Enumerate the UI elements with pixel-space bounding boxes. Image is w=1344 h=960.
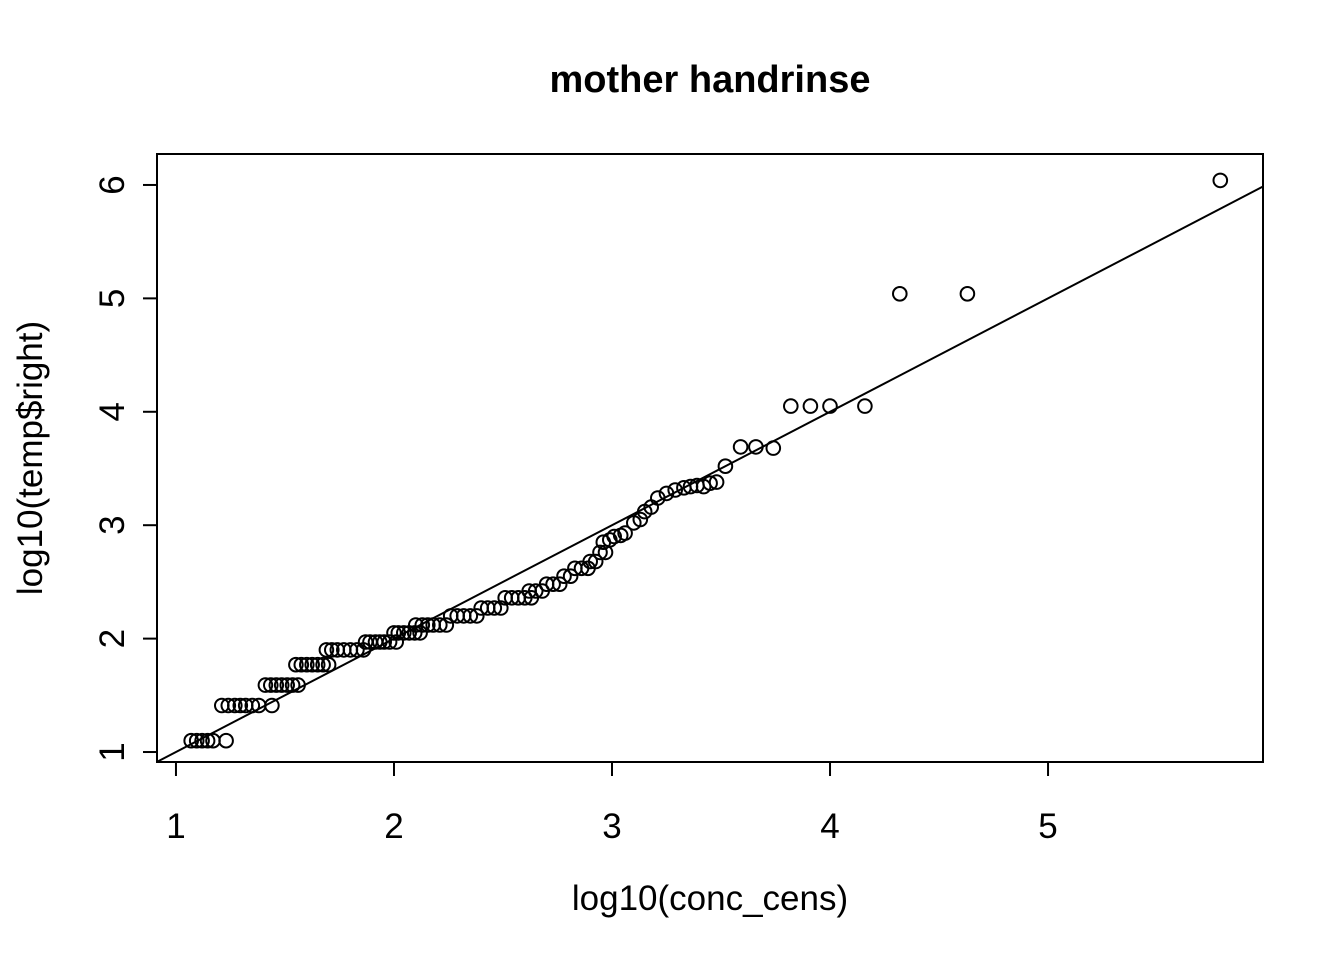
data-point <box>765 440 782 456</box>
data-point <box>388 634 405 650</box>
data-point <box>220 697 237 714</box>
data-point <box>667 482 684 498</box>
x-tick-label: 2 <box>384 807 403 846</box>
data-point <box>527 583 544 599</box>
data-point <box>469 608 485 624</box>
data-point <box>857 398 873 414</box>
data-point <box>617 525 633 541</box>
data-point <box>658 485 675 502</box>
data-point <box>320 656 337 673</box>
data-point <box>318 642 335 658</box>
data-point <box>183 732 199 749</box>
data-point <box>324 642 340 658</box>
y-tick-label: 6 <box>93 175 132 194</box>
data-point <box>386 625 402 641</box>
data-point <box>486 600 503 616</box>
data-point <box>717 458 734 475</box>
data-point <box>606 528 623 545</box>
data-point <box>414 617 431 633</box>
data-point <box>293 656 310 673</box>
plot-area: 1 2 3 4 5 1 2 3 4 5 6 <box>93 153 1264 846</box>
data-point <box>263 677 279 693</box>
data-point <box>562 568 579 585</box>
data-point <box>959 286 976 302</box>
data-point <box>199 732 216 749</box>
x-tick-label: 5 <box>1038 807 1057 846</box>
x-tick-label: 1 <box>166 807 185 846</box>
data-point <box>268 677 285 693</box>
data-point <box>273 677 290 693</box>
data-point <box>702 475 718 492</box>
chart-title: mother handrinse <box>550 59 871 101</box>
data-point <box>304 656 321 673</box>
x-axis-label: log10(conc_cens) <box>572 879 848 918</box>
data-point <box>582 553 599 570</box>
plot-box <box>156 153 1264 763</box>
data-point <box>232 697 249 714</box>
y-tick-label: 2 <box>93 629 132 648</box>
data-point <box>315 656 331 673</box>
y-tick-label: 1 <box>93 742 132 761</box>
data-point <box>822 398 838 414</box>
data-point <box>438 617 455 633</box>
data-point <box>592 544 608 561</box>
data-point <box>257 677 274 693</box>
data-point <box>244 697 261 714</box>
y-axis-label: log10(temp$right) <box>11 321 50 595</box>
data-point <box>748 439 764 455</box>
data-point <box>408 617 424 633</box>
data-point <box>284 677 301 693</box>
data-point <box>264 697 280 714</box>
x-tick-label: 4 <box>820 807 839 846</box>
data-point <box>783 398 799 414</box>
data-point <box>587 553 604 570</box>
data-point <box>396 625 412 641</box>
data-point <box>390 625 407 641</box>
y-tick-label: 5 <box>93 289 132 308</box>
data-point <box>376 634 393 650</box>
data-point <box>632 511 649 528</box>
y-tick-label: 4 <box>93 402 132 421</box>
data-point <box>290 677 306 693</box>
x-tick-label: 3 <box>602 807 621 846</box>
data-point <box>194 732 210 749</box>
data-point <box>381 634 398 650</box>
data-point <box>551 576 568 593</box>
data-point <box>732 439 749 455</box>
data-point <box>188 732 205 749</box>
data-point <box>279 677 296 693</box>
y-tick-label: 3 <box>93 515 132 534</box>
data-point <box>802 398 819 414</box>
data-point <box>556 568 572 585</box>
identity-line <box>156 185 1264 763</box>
data-point <box>892 286 908 302</box>
data-point <box>227 697 243 714</box>
data-point <box>1212 172 1229 189</box>
data-point <box>432 617 448 633</box>
data-point <box>708 474 725 490</box>
data-point <box>309 656 326 673</box>
data-point <box>650 490 666 506</box>
data-point <box>218 732 234 749</box>
data-point <box>299 656 315 673</box>
data-point <box>420 617 436 633</box>
data-point <box>372 634 388 650</box>
data-point <box>545 576 561 593</box>
data-point <box>462 608 479 624</box>
data-point <box>349 642 365 658</box>
data-point <box>288 656 304 673</box>
data-point <box>493 600 509 616</box>
